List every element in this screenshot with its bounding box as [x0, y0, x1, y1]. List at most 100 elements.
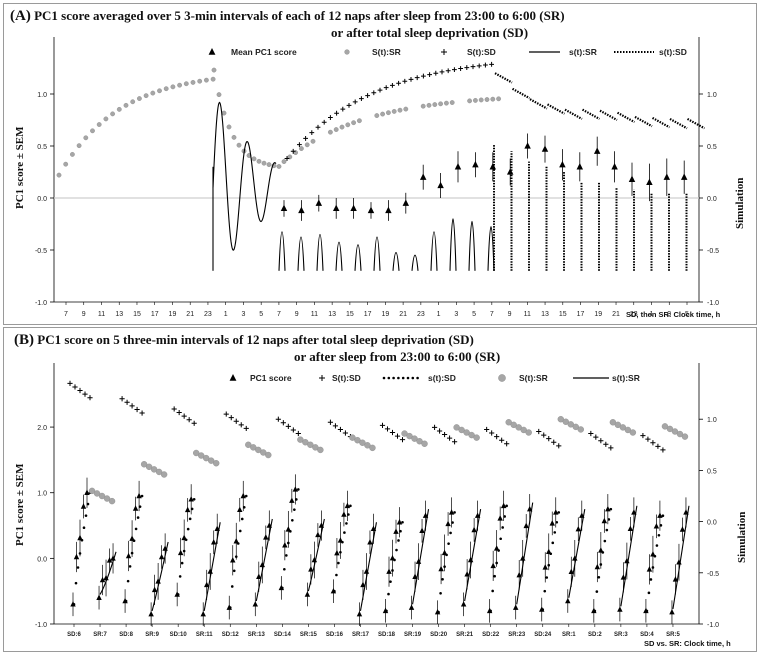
S-SD-plus [223, 411, 229, 417]
s-SD-cluster [616, 111, 636, 124]
S-SR-dot [110, 111, 116, 117]
s-SD-dot [126, 579, 130, 583]
S-SD-plus [352, 99, 358, 105]
category-label: SD:20 [430, 632, 448, 638]
S-SD-plus [303, 136, 308, 141]
pc1-marker [315, 199, 323, 206]
x-tick-label: 11 [98, 311, 105, 318]
s-SD-dot [389, 580, 392, 583]
S-SR-dot [297, 436, 304, 443]
S-SD-plus [645, 436, 651, 442]
pc1-marker [617, 606, 623, 612]
S-SR-dot [562, 418, 569, 425]
pc1-marker [396, 519, 403, 525]
S-SD-plus [334, 110, 339, 116]
pc1-marker [311, 556, 318, 563]
S-SR-dot [671, 428, 679, 435]
S-SR-dot [416, 438, 423, 445]
s-SD-cluster [564, 108, 583, 120]
S-SD-plus [285, 423, 291, 429]
S-SR-dot [103, 495, 111, 502]
S-SD-plus [284, 156, 290, 161]
pc1-marker [594, 563, 601, 570]
S-SR-dot [210, 76, 216, 82]
x-tick-label: 19 [594, 311, 602, 318]
S-SR-dot [116, 106, 122, 112]
panel-b-title-line2: or after sleep from 23:00 to 6:00 (SR) [294, 349, 501, 364]
pc1-marker [155, 578, 161, 584]
S-SD-plus [427, 72, 432, 77]
legend-s-SR-label: s(t):SR [612, 373, 640, 383]
pc1-marker [84, 489, 90, 495]
S-SD-plus [431, 424, 438, 430]
s-SD-dot [439, 591, 442, 595]
s-SD-dot [493, 574, 496, 578]
S-SD-plus [546, 436, 552, 442]
category-label: SR:13 [248, 632, 266, 638]
category-label: SR:21 [456, 632, 474, 638]
S-SD-plus [290, 427, 296, 433]
pc1-marker [490, 562, 496, 569]
pc1-marker [332, 204, 340, 212]
pc1-marker [263, 534, 269, 540]
pc1-marker [611, 163, 618, 170]
panel-b-xlabel: SD vs. SR: Clock time, h [644, 639, 731, 648]
s-SD-dot [76, 566, 80, 569]
pc1-marker [334, 549, 340, 556]
S-SR-dot [150, 466, 158, 473]
S-SD-plus [433, 70, 439, 76]
pc1-marker [472, 160, 479, 168]
S-SR-dot [463, 429, 470, 436]
S-SR-dot [197, 78, 203, 84]
pc1-marker [549, 520, 555, 526]
pc1-marker [259, 561, 266, 568]
S-SR-dot [364, 442, 371, 449]
s-SD-dot [447, 542, 450, 545]
s-SD-cluster [494, 72, 513, 84]
category-label: SD:14 [274, 632, 292, 638]
s-SD-cluster [686, 117, 706, 130]
pc1-marker [663, 173, 671, 180]
S-SR-dot [208, 457, 215, 464]
S-SD-plus [439, 69, 445, 75]
panel-b-chart: 2.0 1.0 0.0 -1.0 1.0 0.5 0.0 -0.5 -1.0 SD:6 SR:7 SD… [35, 363, 719, 638]
S-SD-plus [328, 115, 333, 120]
S-SD-plus [295, 430, 301, 437]
pc1-marker [627, 525, 634, 532]
pc1-marker [676, 559, 682, 565]
S-SR-dot [472, 98, 478, 103]
pc1-marker [386, 568, 392, 574]
S-SR-dot [216, 92, 222, 98]
legend-s-SR-label: s(t):SR [569, 47, 597, 57]
s-SD-dot [551, 541, 555, 545]
S-SR-dot [317, 446, 324, 454]
s-SR-spike [373, 236, 381, 271]
S-SR-dot [354, 436, 361, 444]
S-SD-plus [191, 420, 197, 426]
S-SR-dot [211, 67, 217, 73]
s-SD-dot [230, 585, 234, 588]
S-SD-plus [655, 443, 661, 449]
S-SD-plus [176, 409, 182, 416]
pc1-marker [679, 526, 686, 532]
S-SR-dot [203, 77, 209, 83]
s-SD-dot [499, 537, 502, 541]
pc1-marker [434, 608, 441, 615]
S-SR-dot [76, 143, 82, 149]
legend-S-SD-marker [441, 49, 447, 55]
pc1-marker [106, 557, 113, 563]
pc1-marker [669, 608, 675, 615]
s-SR-spike [468, 220, 476, 271]
S-SD-plus [504, 441, 510, 447]
s-SD-dot [283, 567, 286, 571]
S-SD-plus [82, 391, 88, 397]
pc1-marker [360, 581, 366, 588]
s-SR-spike [430, 231, 438, 271]
pc1-marker [579, 512, 585, 518]
S-SR-dot [468, 431, 475, 439]
S-SR-dot [629, 429, 637, 436]
S-SD-plus [342, 430, 349, 436]
s-SD-dot [647, 591, 651, 595]
pc1-marker [122, 597, 128, 604]
pc1-marker [445, 520, 451, 527]
